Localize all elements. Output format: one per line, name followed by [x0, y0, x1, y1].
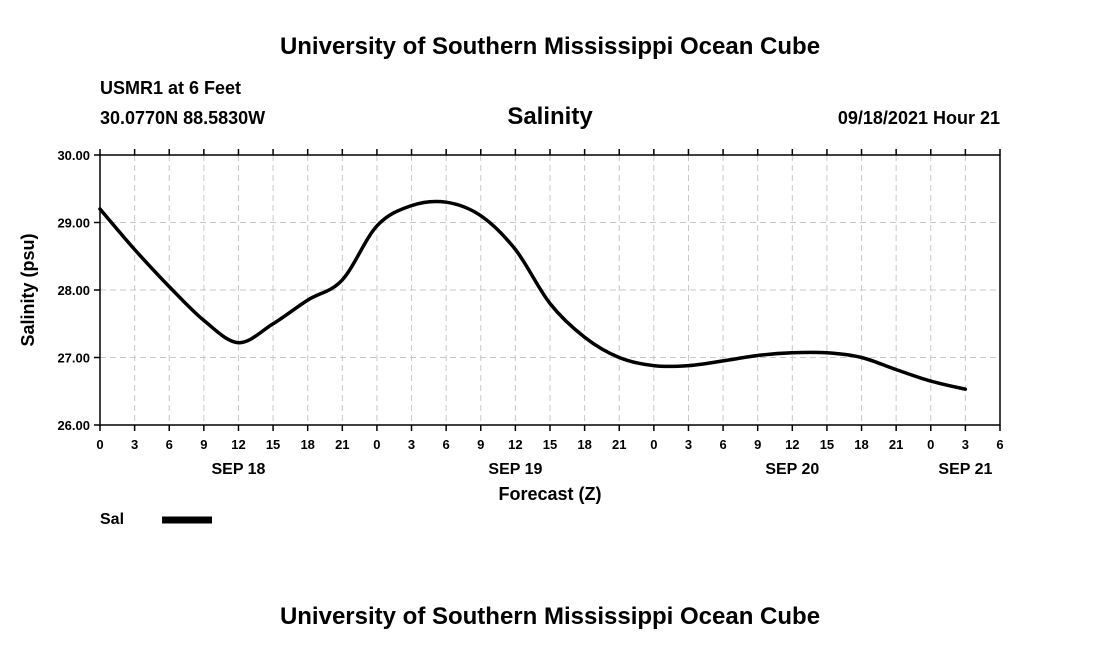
- day-labels: SEP 18 SEP 19 SEP 20 SEP 21: [211, 461, 992, 478]
- x-tick-label: 6: [443, 437, 450, 452]
- footer-title: University of Southern Mississippi Ocean…: [280, 603, 820, 630]
- y-tick-label: 28.00: [57, 283, 90, 298]
- y-axis-label: Salinity (psu): [18, 233, 38, 346]
- chart-title: Salinity: [507, 103, 593, 130]
- x-tick-label: 9: [754, 437, 761, 452]
- x-tick-label: 0: [96, 437, 103, 452]
- y-tick-label: 26.00: [57, 418, 90, 433]
- x-tick-label: 15: [266, 437, 280, 452]
- legend-label: Sal: [100, 511, 124, 528]
- x-tick-label: 6: [996, 437, 1003, 452]
- legend: Sal: [100, 511, 212, 528]
- x-tick-label: 3: [685, 437, 692, 452]
- x-tick-label: 12: [785, 437, 799, 452]
- x-tick-label: 12: [508, 437, 522, 452]
- coordinates-label: 30.0770N 88.5830W: [100, 108, 265, 128]
- x-tick-label: 21: [612, 437, 626, 452]
- x-tick-label: 15: [543, 437, 557, 452]
- y-axis: 26.00 27.00 28.00 29.00 30.00: [57, 148, 100, 433]
- x-tick-label: 6: [166, 437, 173, 452]
- x-tick-label: 18: [577, 437, 591, 452]
- x-tick-label: 3: [408, 437, 415, 452]
- x-tick-label: 0: [927, 437, 934, 452]
- x-axis-label: Forecast (Z): [498, 484, 601, 504]
- day-label: SEP 18: [211, 461, 265, 478]
- x-tick-label: 6: [719, 437, 726, 452]
- y-tick-label: 30.00: [57, 148, 90, 163]
- day-label: SEP 21: [938, 461, 992, 478]
- station-label: USMR1 at 6 Feet: [100, 78, 241, 98]
- x-tick-label: 12: [231, 437, 245, 452]
- x-tick-label: 18: [854, 437, 868, 452]
- grid: [100, 155, 1000, 425]
- day-label: SEP 20: [765, 461, 819, 478]
- x-tick-label: 0: [650, 437, 657, 452]
- x-tick-label: 0: [373, 437, 380, 452]
- x-tick-label: 21: [889, 437, 903, 452]
- x-tick-label: 3: [962, 437, 969, 452]
- plot-frame: [99, 154, 1001, 426]
- x-tick-label: 18: [300, 437, 314, 452]
- x-axis: 0 3 6 9 12 15 18 21 0 3 6 9 12 15 18 21 0 3 6 9 12 15 18 21 0 3 6: [96, 149, 1004, 452]
- datetime-label: 09/18/2021 Hour 21: [838, 108, 1000, 128]
- x-tick-label: 9: [200, 437, 207, 452]
- y-tick-label: 29.00: [57, 216, 90, 231]
- page-title: University of Southern Mississippi Ocean…: [280, 33, 820, 60]
- day-label: SEP 19: [488, 461, 542, 478]
- salinity-series-line: [98, 199, 968, 391]
- x-tick-label: 15: [820, 437, 834, 452]
- x-tick-label: 3: [131, 437, 138, 452]
- y-tick-label: 27.00: [57, 351, 90, 366]
- x-tick-label: 9: [477, 437, 484, 452]
- x-tick-label: 21: [335, 437, 349, 452]
